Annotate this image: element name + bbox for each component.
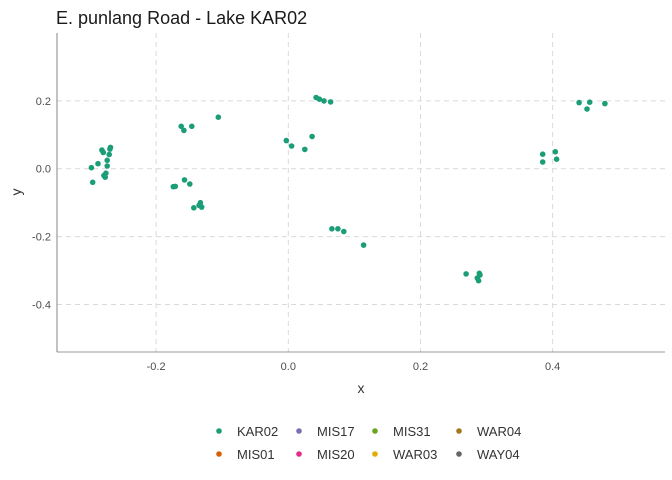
legend-key	[216, 451, 222, 457]
legend-key	[296, 428, 302, 434]
y-tick-labels: 0.2 0.0 -0.2 -0.4	[32, 96, 51, 312]
data-point	[321, 98, 327, 104]
data-point	[198, 204, 205, 210]
data-point	[576, 99, 582, 106]
legend-key	[296, 451, 302, 457]
data-point	[100, 149, 107, 156]
data-point	[463, 271, 469, 277]
legend-key	[372, 451, 378, 457]
legend-item: MIS17	[296, 424, 355, 439]
data-point	[88, 164, 95, 171]
legend-label: WAR03	[393, 447, 437, 462]
data-point	[316, 96, 323, 102]
data-point	[189, 123, 195, 130]
legend-label: MIS17	[317, 424, 355, 439]
x-tick-label: 0.4	[545, 361, 560, 373]
x-gridlines	[155, 33, 554, 352]
data-point	[341, 228, 347, 235]
data-point	[477, 272, 483, 278]
data-point	[288, 143, 295, 149]
legend-item: KAR02	[216, 424, 278, 439]
data-point	[584, 106, 590, 112]
legend-item: MIS01	[216, 447, 275, 462]
legend-label: MIS31	[393, 424, 431, 439]
x-axis-title: x	[358, 380, 365, 396]
data-point	[302, 146, 308, 153]
legend-key	[216, 428, 222, 434]
data-point	[89, 179, 96, 186]
data-point	[172, 183, 179, 190]
y-tick-label: 0.0	[36, 164, 51, 176]
data-point	[552, 149, 559, 155]
data-point	[329, 226, 335, 232]
data-point	[178, 123, 184, 130]
plot-panel	[56, 33, 665, 353]
legend-label: MIS20	[317, 447, 355, 462]
x-tick-label: -0.2	[147, 361, 166, 373]
data-point	[553, 156, 560, 162]
data-point	[104, 163, 110, 169]
data-point	[309, 133, 315, 140]
data-point	[95, 160, 101, 167]
legend-item: MIS20	[296, 447, 355, 462]
legend: KAR02 MIS01 MIS17 MIS20 MIS31 WAR03 WAR04 WAY04	[216, 424, 521, 462]
y-tick-label: -0.2	[32, 232, 51, 244]
legend-label: MIS01	[237, 447, 275, 462]
data-point	[181, 177, 188, 183]
data-point	[106, 151, 112, 158]
legend-label: WAR04	[477, 424, 521, 439]
data-point	[539, 151, 546, 157]
legend-item: MIS31	[372, 424, 431, 439]
data-point	[283, 137, 290, 144]
data-point	[107, 144, 114, 151]
x-tick-label: 0.2	[413, 361, 428, 373]
x-tick-label: 0.0	[281, 361, 296, 373]
legend-label: KAR02	[237, 424, 278, 439]
data-point	[191, 205, 197, 211]
legend-item: WAY04	[456, 447, 520, 462]
data-point	[602, 100, 608, 107]
data-point	[197, 199, 204, 206]
y-axis-title: y	[8, 189, 24, 196]
y-gridlines	[57, 100, 665, 305]
data-point	[335, 226, 341, 232]
data-point	[181, 127, 187, 134]
y-tick-label: 0.2	[36, 96, 51, 108]
data-point	[187, 181, 193, 187]
data-point	[327, 99, 334, 105]
chart-title: E. punlang Road - Lake KAR02	[56, 8, 307, 28]
legend-item: WAR03	[372, 447, 437, 462]
legend-key	[372, 428, 378, 434]
data-point	[475, 277, 482, 284]
data-point	[360, 242, 367, 248]
data-point	[539, 159, 546, 165]
legend-key	[456, 428, 462, 434]
y-tick-label: -0.4	[32, 299, 51, 311]
data-point	[104, 157, 110, 164]
x-tick-labels: -0.2 0.0 0.2 0.4	[147, 361, 561, 373]
data-point	[103, 170, 109, 176]
legend-key	[456, 451, 462, 457]
data-point	[586, 99, 593, 105]
data-points	[88, 94, 608, 284]
legend-label: WAY04	[477, 447, 520, 462]
data-point	[215, 114, 222, 120]
legend-item: WAR04	[456, 424, 521, 439]
